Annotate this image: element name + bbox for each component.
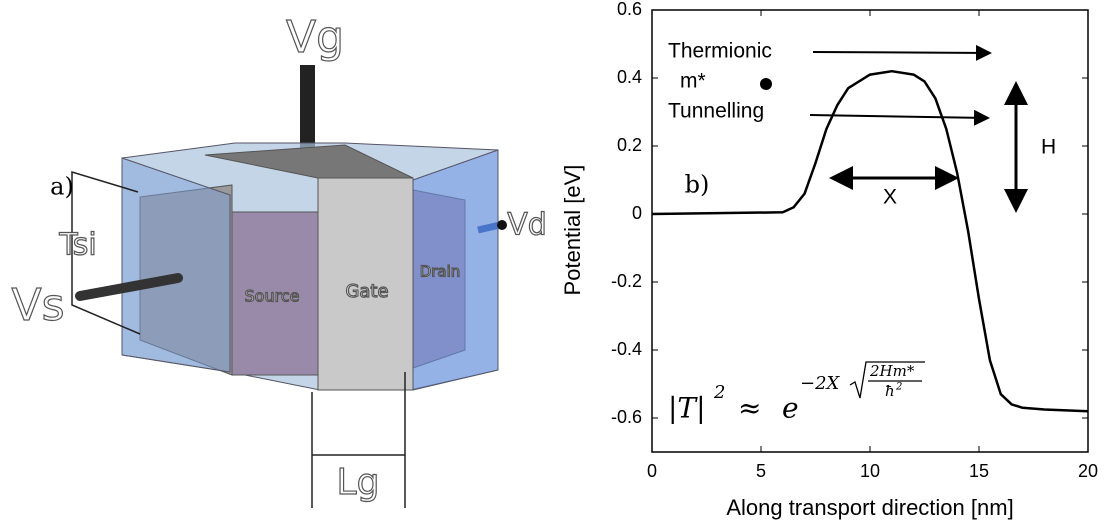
y-tick-label: 0.4 xyxy=(617,67,642,87)
formula-power: 2 xyxy=(713,382,725,403)
thermionic-arrow xyxy=(813,52,990,53)
thermionic-label: Thermionic xyxy=(668,40,772,63)
formula-exponent: −2X xyxy=(800,373,841,394)
gate-label: Gate xyxy=(345,281,388,302)
tunnelling-arrow xyxy=(810,115,988,118)
figure: Vg Vs Vd Tsi Lg Source Gate Drain a) Alo… xyxy=(0,0,1114,522)
y-tick-label: 0 xyxy=(632,203,642,223)
y-tick-label: -0.6 xyxy=(611,407,642,427)
x-tick-label: 5 xyxy=(756,461,766,481)
formula-denominator: ħ xyxy=(885,382,895,400)
x-tick-label: 0 xyxy=(647,461,657,481)
y-tick-label: -0.4 xyxy=(611,339,642,359)
particle xyxy=(760,78,772,90)
formula: |T| 2 ≈ e −2X 2Hm* ħ 2 xyxy=(668,362,925,425)
formula-lhs: |T| xyxy=(668,392,706,425)
vs-label: Vs xyxy=(11,280,64,331)
height-label: H xyxy=(1041,136,1056,159)
mass-label: m* xyxy=(680,70,706,93)
formula-numerator: 2Hm* xyxy=(869,362,915,380)
tunnelling-label: Tunnelling xyxy=(668,100,764,123)
device-diagram: Vg Vs Vd Tsi Lg Source Gate Drain a) xyxy=(11,12,546,508)
panel-label: a) xyxy=(50,173,74,201)
vd-label: Vd xyxy=(507,208,547,243)
panel-label: b) xyxy=(685,171,710,199)
width-label: X xyxy=(883,186,897,209)
x-axis-label: Along transport direction [nm] xyxy=(726,495,1013,520)
lg-label: Lg xyxy=(337,462,380,503)
potential-chart: Along transport direction [nm] Potential… xyxy=(560,0,1098,520)
formula-denominator-power: 2 xyxy=(895,382,902,393)
y-tick-label: 0.2 xyxy=(617,135,642,155)
drain-contact xyxy=(497,220,507,230)
x-tick-label: 20 xyxy=(1078,461,1098,481)
source-label: Source xyxy=(245,287,300,306)
vg-label: Vg xyxy=(286,12,344,63)
oxide-left xyxy=(122,158,230,372)
formula-relation: ≈ xyxy=(738,392,761,425)
formula-base: e xyxy=(782,392,799,425)
y-tick-label: -0.2 xyxy=(611,271,642,291)
x-tick-label: 10 xyxy=(860,461,880,481)
drain-label: Drain xyxy=(420,263,461,281)
drain-electrode xyxy=(478,225,500,230)
tsi-label: Tsi xyxy=(58,228,96,263)
y-axis-label: Potential [eV] xyxy=(560,165,585,296)
x-tick-label: 15 xyxy=(969,461,989,481)
y-tick-label: 0.6 xyxy=(617,0,642,19)
